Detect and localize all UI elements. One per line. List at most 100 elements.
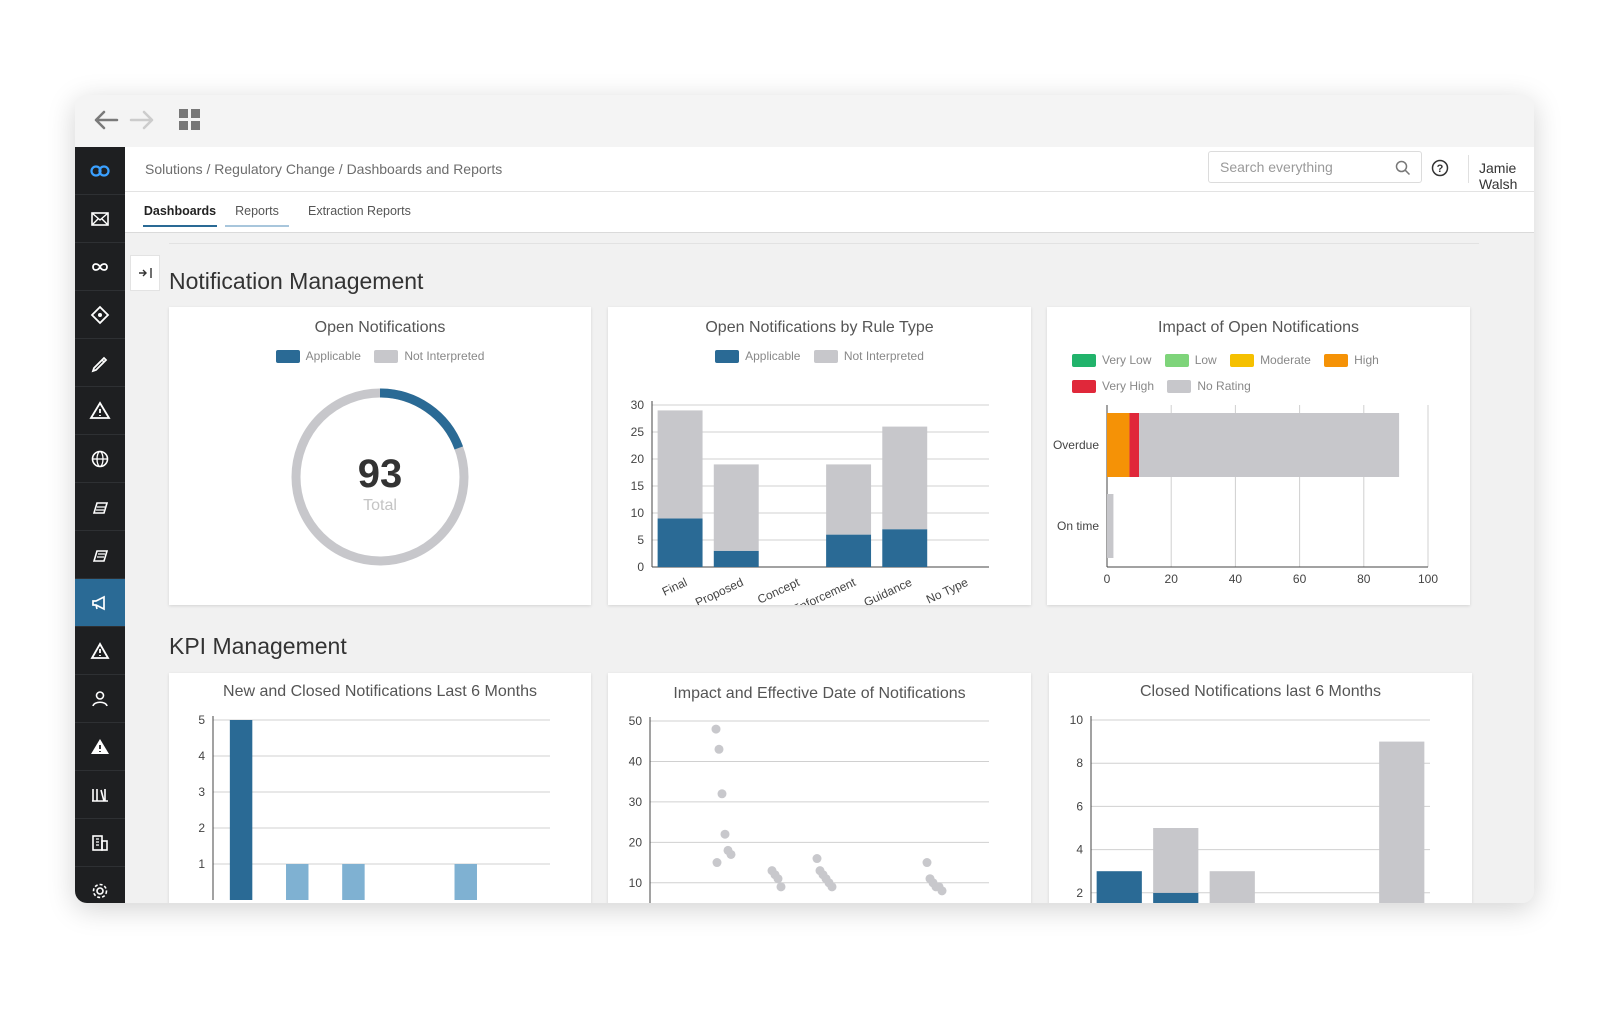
bar [1153,828,1199,893]
tab-reports[interactable]: Reports [225,204,289,227]
collapse-panel-button[interactable] [130,255,160,291]
sidebar-item-diamond[interactable] [75,291,125,339]
grid-icon [179,109,200,130]
legend-item-very-high[interactable]: Very High [1072,375,1154,398]
browser-toolbar [75,95,1534,147]
sidebar-item-warning-outline[interactable] [75,627,125,675]
app-window: Solutions / Regulatory Change / Dashboar… [75,95,1534,903]
legend-swatch [715,349,740,363]
chart-card-new-closed: New and Closed Notifications Last 6 Mont… [169,673,591,903]
bar [826,534,872,567]
x-tick-label: 100 [1418,572,1438,586]
y-tick-label: 10 [631,506,645,520]
y-tick-label: 20 [629,835,643,849]
sidebar-item-mail[interactable] [75,195,125,243]
bar [1096,871,1142,903]
user-name[interactable]: Jamie Walsh [1479,160,1518,192]
bar [657,518,703,567]
y-tick-label: 30 [629,795,643,809]
tab-extraction-reports[interactable]: Extraction Reports [308,204,411,218]
sidebar-item-megaphone[interactable] [75,579,125,627]
search-box[interactable] [1208,151,1422,183]
y-tick-label: On time [1057,519,1099,533]
sidebar-item-pen[interactable] [75,339,125,387]
alert-icon [91,738,109,754]
scatter-point [717,789,727,799]
sidebar-item-infinity[interactable] [75,243,125,291]
collapse-arrows-icon [139,268,152,278]
y-tick-label: 4 [198,749,205,763]
back-button[interactable] [89,105,123,135]
bar [229,720,253,900]
chart-title: New and Closed Notifications Last 6 Mont… [223,683,537,700]
legend-label: Very Low [1102,353,1152,367]
sidebar-item-gear[interactable] [75,867,125,903]
sidebar-item-logo[interactable] [75,147,125,195]
legend-swatch [374,349,399,363]
sidebar-item-library[interactable] [75,771,125,819]
legend-item-moderate[interactable]: Moderate [1230,349,1311,372]
legend-item-applicable[interactable]: Applicable [715,349,800,363]
legend-item-high[interactable]: High [1324,349,1379,372]
megaphone-icon [92,595,105,610]
person-icon [92,690,108,706]
y-tick-label: 20 [631,452,645,466]
legend-item-not-interpreted[interactable]: Not Interpreted [374,349,484,363]
legend-label: Moderate [1260,353,1311,367]
content-divider [169,243,1479,244]
scatter-point [714,744,724,754]
y-tick-label: 8 [1076,756,1083,770]
chart-card-impact: Impact of Open Notifications Very Low Lo… [1047,307,1470,605]
legend-item-no-rating[interactable]: No Rating [1167,375,1251,398]
sidebar-item-stamp-alt[interactable] [75,531,125,579]
donut-total-label: Total [363,497,397,514]
apps-grid-button[interactable] [173,105,207,135]
mail-icon [91,211,109,226]
legend-item-very-low[interactable]: Very Low [1072,349,1151,372]
legend-swatch [813,349,838,363]
help-icon[interactable]: ? [1431,159,1449,177]
legend-item-applicable[interactable]: Applicable [275,349,361,363]
y-tick-label: 10 [1070,713,1084,727]
chart-title: Impact and Effective Date of Notificatio… [673,685,966,702]
legend-item-low[interactable]: Low [1164,349,1217,372]
bar [1153,892,1199,903]
legend-swatch [275,349,300,363]
section-title-notification-management: Notification Management [169,268,424,294]
y-tick-label: 5 [198,713,205,727]
bar [1129,413,1140,477]
chart-card-effective-date: Impact and Effective Date of Notificatio… [608,673,1031,903]
closed-bar-chart: 2 4 6 8 10 [1070,713,1430,903]
legend-label: Applicable [305,349,361,363]
scatter-point [712,858,722,868]
breadcrumb[interactable]: Solutions / Regulatory Change / Dashboar… [145,161,503,177]
search-input[interactable] [1220,159,1390,175]
bar [1139,413,1400,477]
sidebar-item-globe[interactable] [75,435,125,483]
scatter-point [812,854,822,864]
bar [713,550,759,567]
bar [1107,413,1130,477]
chart-card-rule-type: Open Notifications by Rule Type Applicab… [608,307,1031,605]
search-icon[interactable] [1395,160,1411,176]
sidebar-item-stamp[interactable] [75,483,125,531]
bar [657,410,703,519]
chart-title: Open Notifications [314,319,446,336]
y-tick-label: 3 [198,785,205,799]
y-tick-label: 25 [631,425,645,439]
x-tick-label: 0 [1104,572,1111,586]
sidebar-item-building[interactable] [75,819,125,867]
chart-title: Impact of Open Notifications [1158,319,1359,336]
tab-dashboards[interactable]: Dashboards [143,204,217,227]
scatter-point [720,829,730,839]
sidebar-item-warning[interactable] [75,387,125,435]
sidebar-item-person[interactable] [75,675,125,723]
warning-icon [89,400,111,419]
section-title-kpi-management: KPI Management [169,633,347,659]
legend-item-not-interpreted[interactable]: Not Interpreted [813,349,924,363]
donut-total-value: 93 [357,452,403,496]
forward-button[interactable] [125,105,159,135]
sidebar-item-alert[interactable] [75,723,125,771]
bar [454,864,477,900]
